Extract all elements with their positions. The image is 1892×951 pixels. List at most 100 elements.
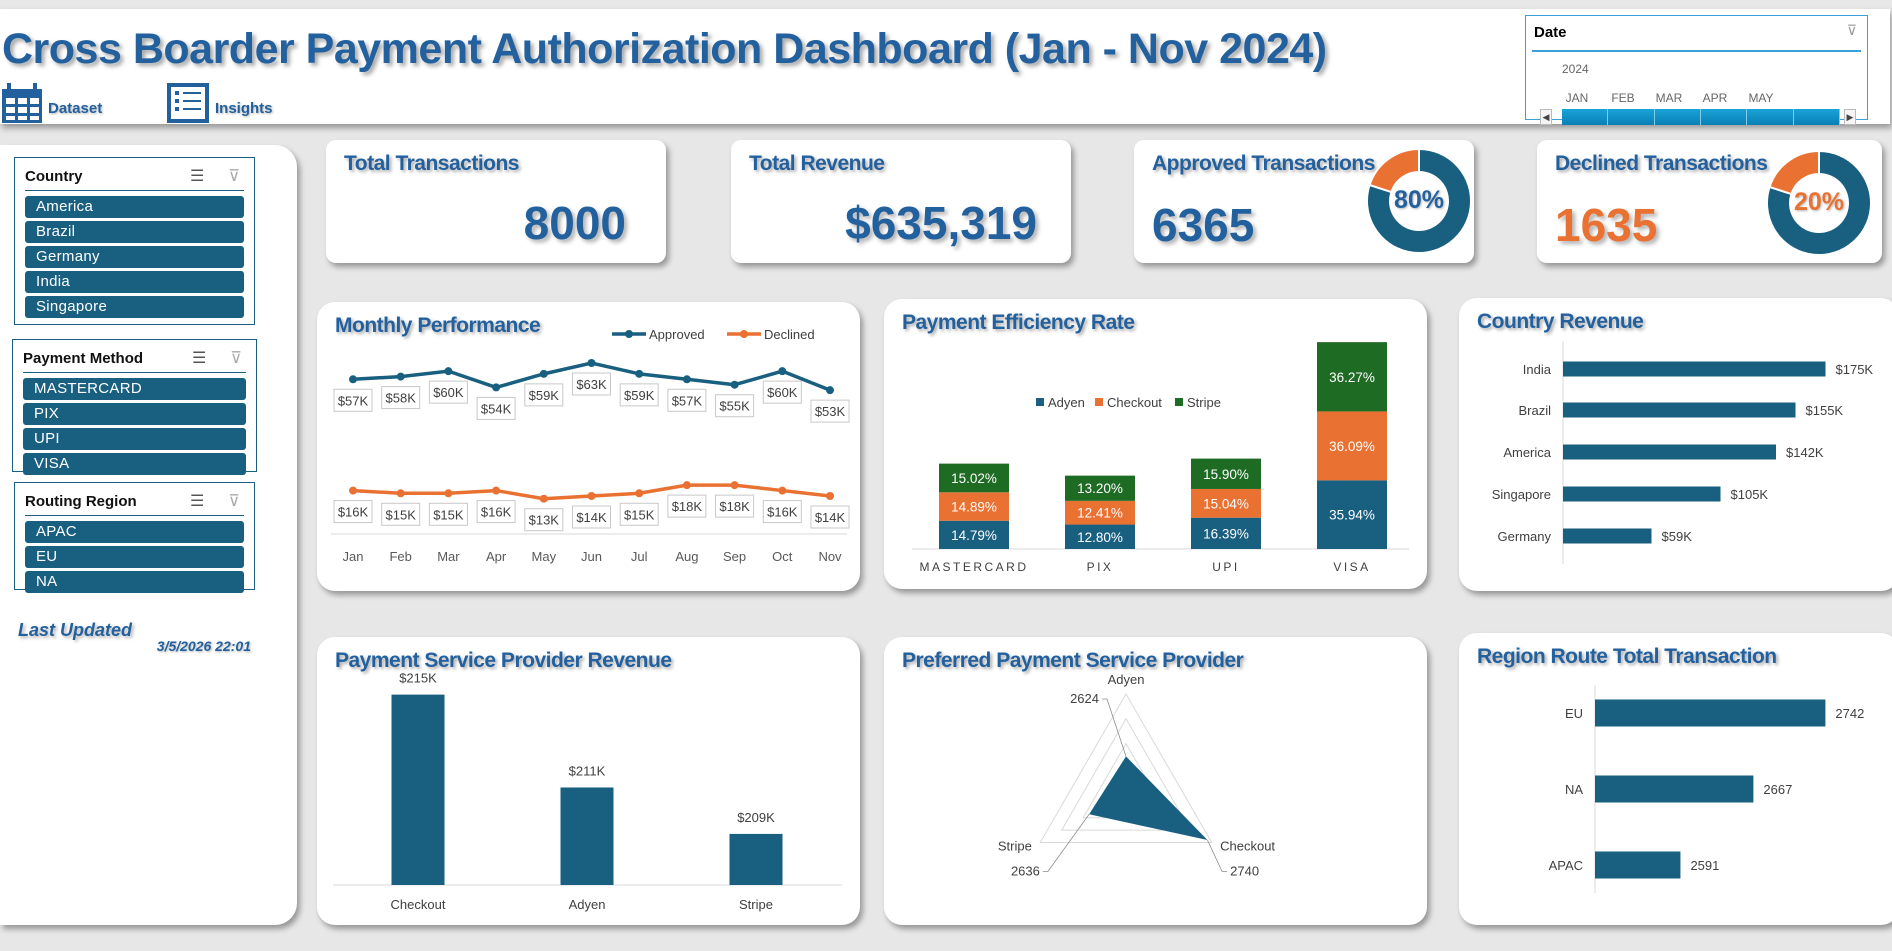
chart-title: Monthly Performance [335,314,541,337]
data-label-box [333,388,373,412]
bar-segment-stripe [1191,458,1261,489]
slicer-item-upi[interactable]: UPI [23,428,246,450]
radar-area [1089,756,1208,841]
data-label: $105K [1731,487,1769,502]
multi-select-icon[interactable]: ☰ [189,493,205,510]
data-label-box [715,494,755,518]
data-point [778,367,787,376]
x-tick-label: VISA [1333,560,1370,574]
chart-title: Country Revenue [1477,310,1644,333]
axis-label: Adyen [1108,672,1145,687]
slicer-item-visa[interactable]: VISA [23,453,246,475]
date-timeline-slicer[interactable]: Date ⊽ 2024 JAN FEB MAR APR MAY ◀ ▶ [1525,15,1868,125]
slicer-item-america[interactable]: America [25,196,244,218]
y-tick-label: Brazil [1518,403,1551,418]
timeline-selection-bar[interactable] [1562,109,1840,125]
monthly-performance-card: Monthly Performance Jan Feb Mar Apr May Jun Ju… [317,302,860,591]
kpi-approved-transactions: Approved Transactions 6365 80% [1134,140,1474,263]
slicer-item-eu[interactable]: EU [25,546,244,568]
divider [1532,50,1861,52]
insights-button[interactable]: Insights [165,81,273,125]
chart-title: Payment Efficiency Rate [902,311,1135,334]
kpi-value: 8000 [523,197,626,249]
last-updated-value: 3/5/2026 22:01 [156,638,251,654]
divider [23,372,246,373]
data-label: 2667 [1763,782,1792,797]
slicer-item-germany[interactable]: Germany [25,246,244,268]
x-tick-label: Nov [818,549,842,564]
divider [25,190,244,191]
data-label: $15K [386,507,417,522]
clear-filter-icon[interactable]: ⊽ [228,168,240,185]
bar [1563,444,1776,460]
dataset-button[interactable]: Dataset [0,81,102,125]
data-label-box [524,383,564,407]
x-tick-label: Checkout [391,897,446,912]
slicer-item-mastercard[interactable]: MASTERCARD [23,378,246,400]
dataset-label: Dataset [48,100,103,117]
declined-pct: 20% [1793,188,1845,216]
data-label-box [333,500,373,524]
data-label: $59K [624,388,655,403]
timeline-month[interactable]: FEB [1611,91,1635,105]
slicer-item-pix[interactable]: PIX [23,403,246,425]
bar-segment-adyen [1065,524,1135,549]
data-point [826,386,834,395]
bar-segment-checkout [1317,411,1387,481]
data-point [492,486,501,495]
slicer-title: Country [25,168,83,185]
data-label: $60K [433,385,464,400]
bar [1595,851,1681,879]
country-slicer: Country ☰ ⊽ America Brazil Germany India … [14,157,255,325]
data-label: $16K [481,505,512,520]
data-label-box [476,396,516,420]
timeline-month[interactable]: JAN [1565,91,1589,105]
kpi-title: Declined Transactions [1555,152,1768,175]
legend-label: Checkout [1107,395,1162,410]
scroll-right-icon[interactable]: ▶ [1844,109,1856,125]
data-label: $14K [576,510,607,525]
calendar-icon [2,83,42,123]
y-tick-label: Singapore [1492,487,1551,502]
data-point [396,372,405,381]
legend-swatch [1175,398,1183,406]
page-title: Cross Boarder Payment Authorization Dash… [2,25,1327,73]
timeline-month[interactable]: MAY [1748,91,1774,105]
data-label-box [715,394,755,418]
scroll-left-icon[interactable]: ◀ [1540,109,1552,125]
kpi-title: Total Revenue [749,152,885,175]
slicer-item-na[interactable]: NA [25,571,244,593]
x-tick-label: Jul [631,549,648,564]
slicer-item-apac[interactable]: APAC [25,521,244,543]
data-label: 13.20% [1077,481,1123,496]
timeline-month[interactable]: MAR [1655,91,1683,105]
clear-filter-icon[interactable]: ⊽ [1846,22,1857,38]
legend-swatch [1036,398,1044,406]
data-point [635,369,644,378]
kpi-value: 6365 [1152,199,1255,251]
last-updated-label: Last Updated [18,620,133,640]
slicer-item-singapore[interactable]: Singapore [25,296,244,318]
x-tick-label: Sep [723,549,746,564]
radar-gridline [1060,717,1192,831]
multi-select-icon[interactable]: ☰ [191,350,207,367]
data-label-box [619,502,659,526]
radar-gridline [1039,692,1213,843]
data-point [587,492,596,500]
slicer-item-india[interactable]: India [25,271,244,293]
clear-filter-icon[interactable]: ⊽ [228,493,240,510]
clear-filter-icon[interactable]: ⊽ [230,350,242,367]
data-label: 2742 [1835,706,1864,721]
multi-select-icon[interactable]: ☰ [189,168,205,185]
bar-segment-checkout [1191,488,1261,518]
data-label: $54K [481,401,512,416]
donut-segment-approved [1366,147,1472,254]
data-label: 14.89% [951,500,997,515]
y-tick-label: APAC [1549,858,1583,873]
slicer-item-brazil[interactable]: Brazil [25,221,244,243]
divider [25,515,244,516]
legend-marker [740,330,748,338]
data-label: $211K [569,763,606,778]
bar [1595,699,1826,727]
timeline-month[interactable]: APR [1702,91,1728,105]
